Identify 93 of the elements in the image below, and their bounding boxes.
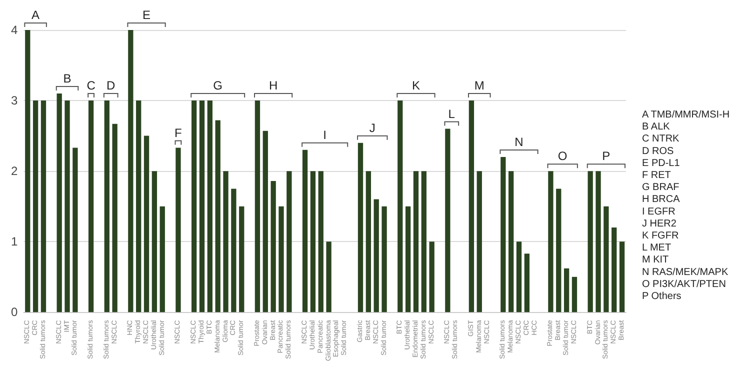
bar [270, 180, 276, 312]
bar [413, 171, 419, 312]
bar [310, 171, 316, 312]
bar [564, 268, 570, 312]
annotation: M [474, 78, 484, 93]
annotation: O [558, 149, 568, 164]
bar [596, 171, 601, 312]
text: M KIT [642, 254, 669, 266]
y-tick-label: 2 [10, 164, 18, 178]
bar [524, 254, 530, 312]
bar [239, 206, 244, 312]
bar [468, 100, 474, 312]
bar [144, 136, 150, 312]
annotation: H [268, 78, 278, 93]
annotation: F [174, 126, 182, 140]
text: J HER2 [642, 218, 677, 230]
y-tick-label: 3 [10, 94, 18, 108]
y-tick-label: 4 [10, 23, 18, 37]
y-tick-label: 0 [10, 305, 18, 320]
bar [326, 242, 332, 312]
y-tick-label: 1 [10, 234, 18, 249]
bar [262, 130, 268, 312]
bar [588, 171, 593, 312]
bar [358, 142, 364, 312]
bar [64, 100, 70, 312]
annotation: J [369, 120, 376, 135]
text: K FGFR [642, 230, 679, 242]
bar [548, 171, 554, 312]
bar [104, 100, 110, 312]
bar [207, 100, 212, 312]
bar [374, 199, 379, 312]
annotation: G [213, 78, 223, 93]
bar [231, 188, 236, 312]
text: E [142, 8, 151, 22]
text: A TMB/MMR/MSI-H [642, 110, 730, 120]
bar [476, 171, 482, 312]
bar [160, 206, 165, 312]
bar [176, 148, 181, 312]
annotation: B [63, 71, 72, 86]
bar [556, 188, 562, 312]
annotation: D [106, 78, 116, 93]
text: C NTRK [642, 134, 680, 145]
text: H BRCA [642, 194, 680, 206]
annotation: L [448, 106, 456, 121]
text: G BRAF [642, 182, 680, 194]
bar [223, 171, 228, 312]
text: E PD-L1 [642, 158, 680, 169]
bar [32, 100, 38, 312]
bar [215, 120, 220, 312]
bar [508, 171, 514, 312]
bar [56, 93, 62, 312]
annotation: I [323, 128, 327, 142]
bar [128, 30, 134, 312]
text: D ROS [642, 146, 674, 157]
bar [286, 171, 292, 312]
bar [254, 100, 260, 312]
bar [72, 148, 78, 312]
bar [199, 100, 205, 312]
bar [516, 242, 522, 312]
annotation: C [86, 78, 96, 93]
bar [572, 276, 578, 312]
annotation: P [602, 149, 610, 164]
bar [318, 171, 324, 312]
bar [382, 206, 387, 312]
text: A [32, 8, 40, 22]
text: B ALK [642, 122, 670, 133]
bar [40, 100, 46, 312]
bar [278, 206, 284, 312]
bar [612, 228, 617, 312]
bar [500, 156, 506, 312]
bar [302, 150, 308, 312]
bar [619, 242, 625, 312]
text: P Others [642, 291, 682, 302]
bar [604, 206, 609, 312]
bar [112, 124, 118, 312]
bar [88, 100, 94, 312]
annotation: N [514, 134, 524, 149]
bar [191, 100, 197, 312]
text: N RAS/MEK/MAPK [642, 266, 728, 278]
text: L MET [642, 242, 672, 254]
bar [25, 30, 30, 312]
text: O PI3K/AKT/PTEN [642, 278, 726, 290]
bar [445, 128, 450, 312]
annotation: K [412, 78, 420, 93]
bar [366, 171, 371, 312]
text: F RET [642, 170, 671, 181]
bar [421, 171, 426, 312]
bar [398, 100, 403, 312]
bar [136, 100, 142, 312]
bar [152, 171, 158, 312]
bar [405, 206, 411, 312]
bar [429, 242, 434, 312]
text: I EGFR [642, 206, 676, 218]
